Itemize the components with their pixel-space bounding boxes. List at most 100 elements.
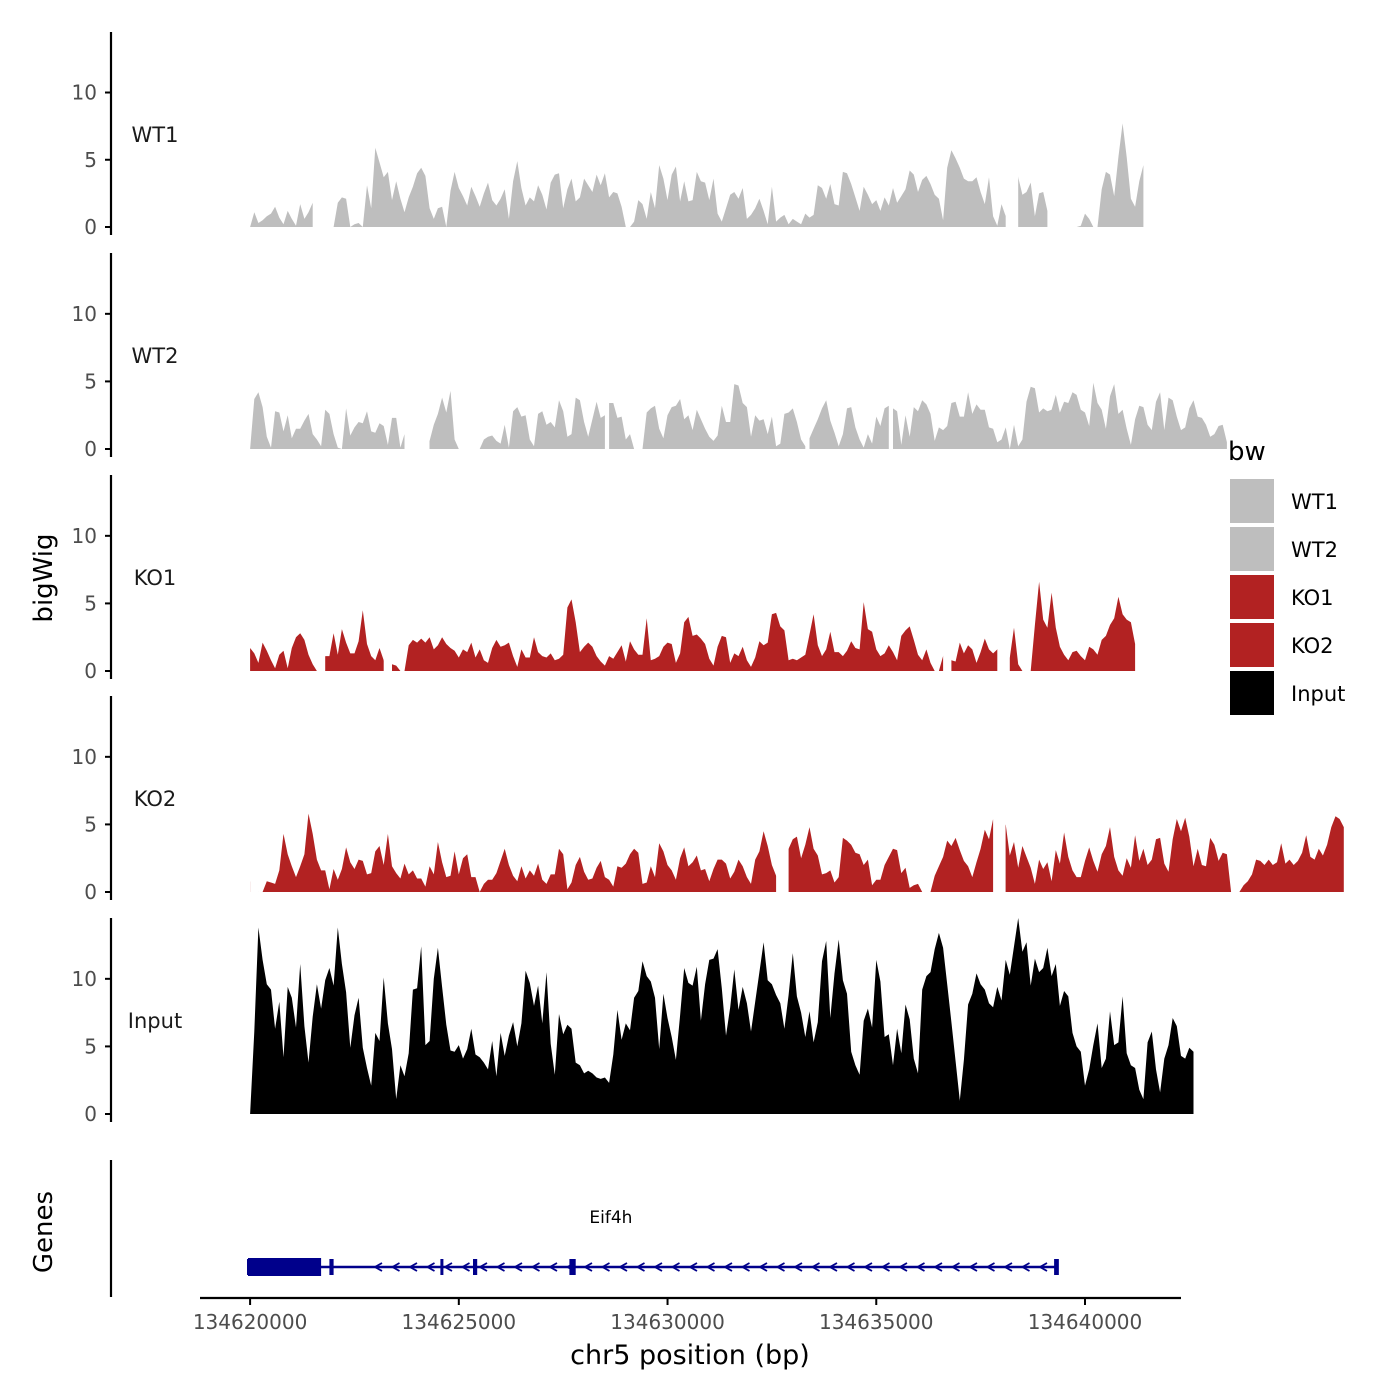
- track-label: WT2: [132, 344, 179, 368]
- y-tick-label: 0: [84, 437, 97, 461]
- coverage-gap: [404, 253, 430, 450]
- legend-title: bw: [1228, 437, 1266, 467]
- gene-exon: [1054, 1259, 1058, 1275]
- strand-arrow: [373, 1262, 383, 1272]
- track-wt1: 0 5 10 WT1: [72, 32, 1144, 239]
- coverage-gap: [776, 696, 789, 893]
- x-tick-label: 134635000: [819, 1310, 934, 1334]
- signal-area-ko2: [250, 813, 1344, 892]
- y-tick-label: 5: [84, 369, 97, 393]
- strand-arrow: [723, 1262, 733, 1272]
- coverage-gap: [993, 696, 1006, 893]
- legend-swatch: [1230, 479, 1274, 523]
- legend-label: KO1: [1291, 586, 1334, 610]
- y-tick-label: 5: [84, 591, 97, 615]
- coverage-gap: [250, 696, 259, 893]
- strand-arrow: [880, 1262, 890, 1272]
- x-axis: 134620000 134625000 134630000 134635000 1346…: [193, 1296, 1181, 1334]
- coverage-gap: [312, 32, 326, 228]
- strand-arrow: [548, 1262, 558, 1272]
- track-label: WT1: [132, 123, 179, 147]
- track-label: KO1: [134, 566, 177, 590]
- legend-swatch: [1230, 671, 1274, 715]
- track-label: KO2: [134, 787, 177, 811]
- y-tick-label: 10: [72, 302, 97, 326]
- strand-arrow: [1020, 1262, 1030, 1272]
- y-tick-label: 5: [84, 1034, 97, 1058]
- x-tick-label: 134625000: [402, 1310, 517, 1334]
- strand-arrow: [758, 1262, 768, 1272]
- gene-name: Eif4h: [589, 1208, 632, 1228]
- strand-arrow: [775, 1262, 785, 1272]
- signal-area-wt2: [250, 382, 1227, 449]
- strand-arrow: [408, 1262, 418, 1272]
- x-axis-title: chr5 position (bp): [570, 1340, 810, 1371]
- strand-arrow: [478, 1262, 488, 1272]
- strand-arrow: [845, 1262, 855, 1272]
- strand-arrow: [530, 1262, 540, 1272]
- strand-arrow: [600, 1262, 610, 1272]
- coverage-gap: [604, 253, 610, 450]
- track-ko1: 0 5 10 KO1: [72, 475, 1136, 683]
- coverage-gap: [805, 253, 810, 450]
- gene-track: Eif4h: [109, 1160, 1059, 1297]
- y-tick-label: 0: [84, 1102, 97, 1126]
- bigwig-tracks: 0 5 10 WT1 0 5 10 WT2 0 5 10 KO1 0 5 10 KO2 0 5 10 Input: [72, 32, 1344, 1126]
- coverage-gap: [383, 475, 392, 672]
- signal-area-wt1: [250, 123, 1144, 227]
- y-tick-label: 10: [72, 524, 97, 548]
- strand-arrow: [653, 1262, 663, 1272]
- strand-arrow: [793, 1262, 803, 1272]
- strand-arrow: [670, 1262, 680, 1272]
- legend-label: KO2: [1291, 634, 1334, 658]
- strand-arrow: [915, 1262, 925, 1272]
- strand-arrow: [985, 1262, 995, 1272]
- y-tick-label: 5: [84, 812, 97, 836]
- gene-exon: [248, 1258, 322, 1276]
- track-label: Input: [128, 1009, 182, 1033]
- legend-swatch: [1230, 527, 1274, 571]
- legend-label: Input: [1291, 682, 1345, 706]
- legend-label: WT2: [1291, 538, 1338, 562]
- strand-arrow: [513, 1262, 523, 1272]
- y-tick-label: 0: [84, 659, 97, 683]
- signal-area-input: [250, 918, 1194, 1114]
- strand-arrow: [495, 1262, 505, 1272]
- coverage-gap: [997, 475, 1010, 672]
- legend: bw WT1 WT2 KO1 KO2 Input: [1228, 437, 1345, 715]
- x-tick-label: 134620000: [193, 1310, 308, 1334]
- coverage-gap: [888, 253, 893, 450]
- strand-arrow: [443, 1262, 453, 1272]
- strand-arrow: [898, 1262, 908, 1272]
- y-tick-label: 10: [72, 81, 97, 105]
- x-tick-label: 134630000: [610, 1310, 725, 1334]
- gene-exon: [569, 1259, 576, 1275]
- strand-arrow: [425, 1262, 435, 1272]
- strand-arrow: [390, 1262, 400, 1272]
- gene-exon: [329, 1259, 334, 1275]
- strand-arrow: [460, 1262, 470, 1272]
- signal-area-ko1: [250, 581, 1136, 671]
- track-input: 0 5 10 Input: [72, 918, 1194, 1126]
- coverage-gap: [1047, 32, 1065, 228]
- y-tick-label: 0: [84, 215, 97, 239]
- legend-swatch: [1230, 575, 1274, 619]
- strand-arrow: [950, 1262, 960, 1272]
- y-tick-label: 10: [72, 745, 97, 769]
- strand-arrow: [1038, 1262, 1048, 1272]
- strand-arrow: [688, 1262, 698, 1272]
- y-tick-label: 0: [84, 880, 97, 904]
- gene-exon: [440, 1259, 444, 1275]
- strand-arrow: [705, 1262, 715, 1272]
- strand-arrow: [810, 1262, 820, 1272]
- gene-track-title: Genes: [29, 1191, 59, 1273]
- legend-swatch: [1230, 623, 1274, 667]
- legend-label: WT1: [1291, 490, 1338, 514]
- track-wt2: 0 5 10 WT2: [72, 253, 1227, 461]
- gene-exon: [473, 1259, 478, 1275]
- y-axis-title: bigWig: [29, 533, 59, 622]
- y-tick-label: 5: [84, 148, 97, 172]
- coverage-gap: [1005, 32, 1019, 228]
- strand-arrow: [1003, 1262, 1013, 1272]
